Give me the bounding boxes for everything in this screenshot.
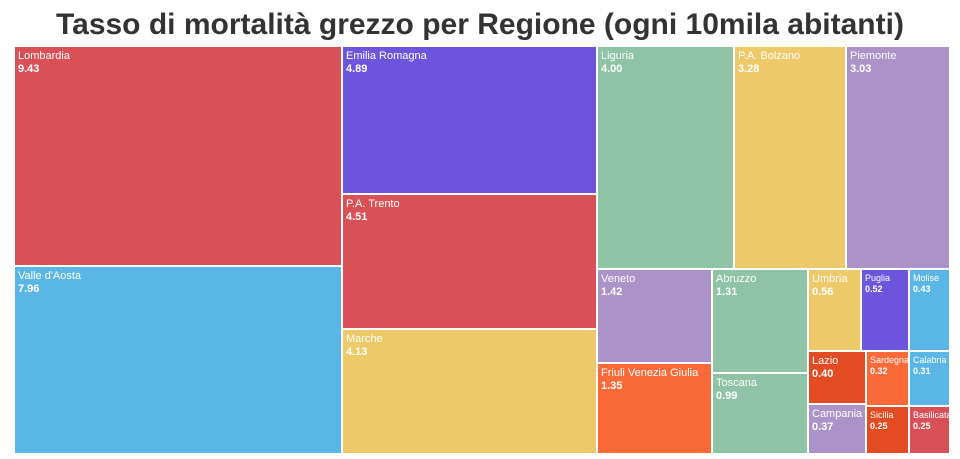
tile-label: Puglia: [865, 273, 891, 283]
tile-value: 0.25: [913, 420, 931, 431]
tile-value: 0.43: [913, 283, 931, 294]
tile-friuli-venezia-giulia[interactable]: Friuli Venezia Giulia 1.35: [597, 363, 712, 454]
tile-label: Calabria: [913, 355, 947, 365]
tile-liguria[interactable]: Liguria 4.00: [597, 46, 734, 269]
tile-label: Toscana: [716, 377, 757, 389]
tile-marche[interactable]: Marche 4.13: [342, 329, 597, 454]
tile-valle-d-aosta[interactable]: Valle d'Aosta 7.96: [14, 266, 342, 454]
tile-value: 0.56: [812, 286, 834, 299]
tile-value: 0.52: [865, 283, 883, 294]
tile-lazio[interactable]: Lazio 0.40: [808, 351, 866, 404]
tile-value: 4.13: [346, 346, 368, 359]
tile-label: Veneto: [601, 273, 636, 285]
tile-value: 0.25: [870, 420, 888, 431]
tile-label: Piemonte: [850, 50, 897, 62]
tile-label: P.A. Trento: [346, 198, 400, 210]
tile-molise[interactable]: Molise 0.43: [909, 269, 950, 351]
tile-label: Friuli Venezia Giulia: [601, 367, 699, 379]
tile-label: Sicilia: [870, 410, 894, 420]
tile-label: Lazio: [812, 355, 839, 367]
tile-label: Basilicata: [913, 410, 950, 420]
tile-value: 4.51: [346, 211, 368, 224]
tile-veneto[interactable]: Veneto 1.42: [597, 269, 712, 363]
tile-value: 4.89: [346, 63, 368, 76]
tile-sardegna[interactable]: Sardegna 0.32: [866, 351, 909, 406]
tile-label: Liguria: [601, 50, 635, 62]
tile-label: Campania: [812, 408, 863, 420]
tile-p-a-bolzano[interactable]: P.A. Bolzano 3.28: [734, 46, 846, 269]
tile-toscana[interactable]: Toscana 0.99: [712, 373, 808, 454]
tile-value: 0.32: [870, 365, 888, 376]
tile-piemonte[interactable]: Piemonte 3.03: [846, 46, 950, 269]
tile-value: 4.00: [601, 63, 623, 76]
tile-sicilia[interactable]: Sicilia 0.25: [866, 406, 909, 454]
tile-value: 0.40: [812, 368, 834, 381]
tile-label: Umbria: [812, 273, 848, 285]
tile-abruzzo[interactable]: Abruzzo 1.31: [712, 269, 808, 373]
tile-basilicata[interactable]: Basilicata 0.25: [909, 406, 950, 454]
tile-campania[interactable]: Campania 0.37: [808, 404, 866, 454]
tile-label: Emilia Romagna: [346, 50, 427, 62]
tile-value: 9.43: [18, 63, 40, 76]
tile-value: 1.35: [601, 380, 623, 393]
tile-emilia-romagna[interactable]: Emilia Romagna 4.89: [342, 46, 597, 194]
tile-label: Lombardia: [18, 50, 70, 62]
tile-value: 0.31: [913, 365, 931, 376]
tile-value: 3.28: [738, 63, 760, 76]
chart-title: Tasso di mortalità grezzo per Regione (o…: [56, 8, 904, 41]
tile-value: 3.03: [850, 63, 872, 76]
tile-p-a-trento[interactable]: P.A. Trento 4.51: [342, 194, 597, 329]
tile-label: Abruzzo: [716, 273, 757, 285]
tile-umbria[interactable]: Umbria 0.56: [808, 269, 861, 351]
tile-value: 1.31: [716, 286, 738, 299]
tile-label: Valle d'Aosta: [18, 270, 82, 282]
tile-puglia[interactable]: Puglia 0.52: [861, 269, 909, 351]
tile-value: 1.42: [601, 286, 623, 299]
tile-calabria[interactable]: Calabria 0.31: [909, 351, 950, 406]
tile-value: 0.37: [812, 421, 834, 434]
tile-label: P.A. Bolzano: [738, 50, 801, 62]
tile-lombardia[interactable]: Lombardia 9.43: [14, 46, 342, 266]
tile-value: 7.96: [18, 283, 40, 296]
tile-value: 0.99: [716, 390, 738, 403]
tile-label: Molise: [913, 273, 940, 283]
tile-label: Sardegna: [870, 355, 909, 365]
tile-label: Marche: [346, 333, 383, 345]
